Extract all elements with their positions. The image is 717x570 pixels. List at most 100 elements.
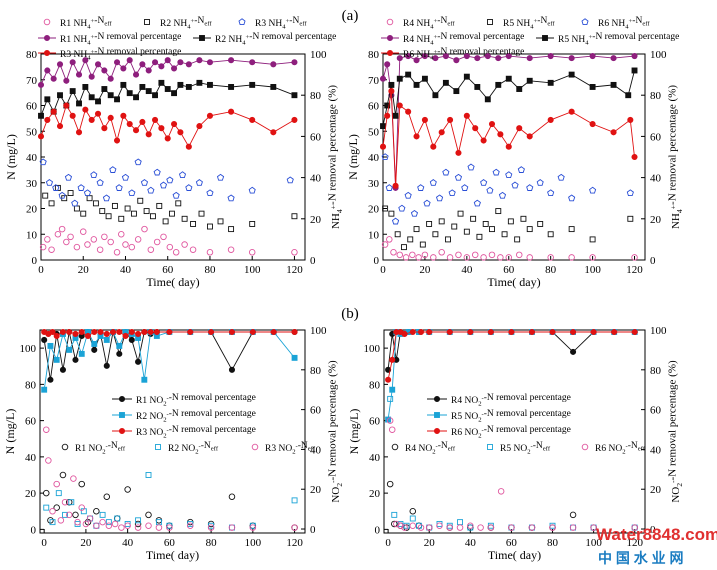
y2-tick-label: 20 (310, 484, 322, 496)
data-point (631, 524, 638, 531)
data-point (88, 116, 95, 123)
watermark-brand: Water8848.com (596, 525, 717, 544)
data-point (145, 522, 152, 530)
legend-label: R6 NO2--N removal percentage (451, 425, 571, 440)
data-point (520, 215, 527, 222)
data-point (71, 199, 79, 207)
data-point (107, 92, 114, 99)
legend-marker (487, 444, 493, 450)
y-tick-label: 0 (32, 255, 38, 267)
data-point (80, 508, 87, 515)
data-point (389, 386, 396, 393)
legend-label: R2 NH4+-Neff (160, 16, 212, 31)
x-tick-label: 0 (385, 537, 391, 549)
data-point (392, 182, 399, 189)
data-point (457, 210, 464, 217)
data-point (177, 59, 184, 66)
y-axis-label: N (mg/L) (346, 134, 360, 180)
y-tick-label: 100 (20, 343, 37, 355)
series-a-right-5 (379, 88, 638, 189)
data-point (249, 116, 256, 123)
data-point (124, 205, 131, 212)
data-point (463, 112, 470, 119)
data-point (589, 254, 596, 261)
legend-label: R1 NO2--Neff (75, 441, 126, 456)
data-point (409, 328, 416, 336)
data-point (486, 186, 494, 194)
y-tick-label: 20 (25, 488, 37, 500)
legend-label: R1 NH4+-Neff (60, 16, 112, 31)
y-tick-label: 60 (368, 101, 380, 113)
data-point (476, 233, 483, 240)
data-point (457, 519, 463, 526)
series-b-left-2 (41, 328, 298, 340)
data-point (249, 524, 257, 531)
data-point (58, 225, 66, 233)
data-point (381, 153, 389, 161)
data-point (415, 522, 422, 529)
data-point (68, 499, 75, 506)
data-point (57, 92, 63, 99)
data-point (384, 61, 391, 68)
data-point (557, 173, 565, 181)
legend-label: R5 NH4+-N removal percentage (558, 32, 679, 47)
data-point (155, 524, 163, 531)
legend-marker (433, 395, 441, 403)
data-point (113, 59, 121, 66)
panel-b-label: (b) (341, 306, 359, 322)
data-point (430, 254, 437, 261)
data-point (141, 225, 148, 233)
legend-label: R3 NH4+-N removal percentage (60, 47, 181, 62)
series-a-left-3 (37, 57, 298, 88)
legend-marker (542, 35, 548, 41)
data-point (228, 57, 235, 64)
y-tick-label: 10 (26, 229, 38, 241)
data-point (270, 328, 277, 336)
data-point (147, 186, 155, 194)
data-point (455, 149, 462, 156)
x-tick-label: 20 (80, 537, 92, 549)
data-point (164, 86, 171, 92)
data-point (568, 55, 575, 62)
data-point (145, 511, 152, 519)
data-point (121, 173, 130, 181)
data-point (187, 328, 194, 336)
legend-marker (144, 19, 150, 25)
data-point (90, 236, 98, 243)
data-point (128, 328, 135, 336)
legend-label: R4 NH4+-N removal percentage (403, 32, 524, 47)
y-tick-label: 30 (368, 178, 380, 190)
data-point (57, 517, 65, 524)
y2-tick-label: 80 (650, 90, 662, 102)
data-point (120, 112, 127, 119)
data-point (432, 55, 439, 62)
data-point (387, 395, 394, 402)
y-tick-label: 70 (368, 75, 380, 87)
data-point (122, 332, 129, 340)
data-point (66, 346, 73, 353)
data-point (381, 241, 389, 248)
series-a-right-1 (382, 205, 634, 251)
data-point (473, 199, 481, 207)
data-point (432, 92, 439, 99)
data-point (388, 426, 396, 433)
data-point (78, 480, 85, 488)
data-point (69, 59, 76, 66)
data-point (172, 191, 180, 199)
data-point (228, 108, 235, 115)
series-line (382, 70, 635, 127)
data-point (198, 210, 205, 217)
data-point (537, 220, 544, 227)
data-point (501, 231, 508, 238)
y-tick-label: 0 (375, 524, 381, 536)
data-point (50, 75, 57, 82)
data-point (568, 226, 575, 233)
data-point (59, 471, 67, 479)
x-tick-label: 0 (380, 264, 386, 276)
data-point (446, 328, 453, 336)
legend-marker (43, 49, 51, 57)
data-point (178, 171, 187, 179)
data-point (45, 457, 52, 464)
data-point (610, 55, 617, 62)
legend-label: R5 NH4+-Neff (503, 16, 555, 31)
